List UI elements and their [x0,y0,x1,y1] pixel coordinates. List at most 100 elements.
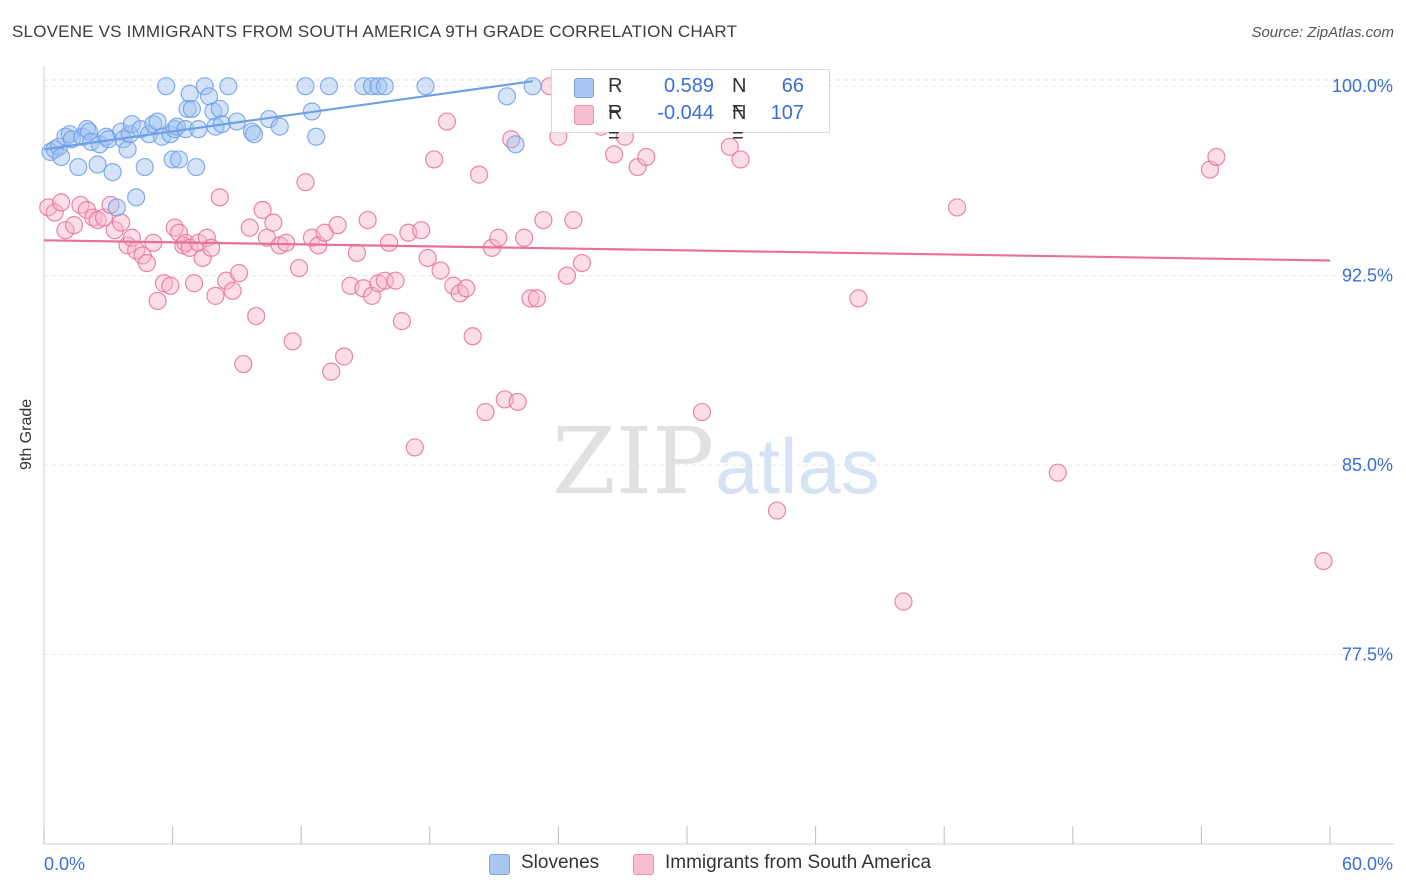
data-point [515,228,534,247]
data-point [469,165,489,184]
data-point [534,210,553,230]
data-point [412,221,431,240]
data-point [418,248,437,268]
data-point [283,332,302,351]
data-point [489,228,508,247]
data-point [157,77,176,96]
data-point [296,77,315,96]
data-point [253,200,272,220]
data-point [692,402,712,422]
data-point [523,77,542,96]
data-point [437,112,457,131]
data-point [64,216,84,235]
legend-n-value: 66 [781,75,804,97]
legend-n-label: N = [732,102,747,147]
series-immigrants-points [39,77,1333,611]
data-point [122,114,141,134]
data-point [184,274,204,293]
data-point [187,157,206,177]
y-tick-label: 100.0% [1332,76,1393,96]
data-point [178,99,197,119]
data-point [720,137,739,156]
data-point [242,122,262,141]
data-point [88,155,107,174]
legend-swatch-slovenes [574,78,594,98]
legend-n-label: N = [732,75,747,120]
data-point [369,77,388,96]
data-point [731,150,750,169]
data-point [386,271,405,290]
data-point [229,264,249,283]
data-point [289,258,309,278]
data-point [148,291,167,311]
legend-r-label: R = [608,102,623,147]
source-credit: Source: ZipAtlas.com [1251,24,1394,41]
data-point [180,84,199,103]
data-point [849,289,868,308]
trend-line [43,239,1331,262]
data-point [521,289,540,308]
y-tick-label: 92.5% [1342,266,1393,286]
data-point [322,362,341,381]
watermark-atlas: atlas [715,422,880,510]
data-point [375,77,394,96]
data-point [206,286,225,305]
x-tick-label-max: 60.0% [1342,854,1393,874]
data-point [210,99,229,119]
data-point [135,157,154,177]
data-point [105,221,124,240]
data-point [476,402,495,422]
data-point [1314,551,1333,571]
data-point [405,438,424,457]
data-point [270,117,289,136]
chart-title: SLOVENE VS IMMIGRANTS FROM SOUTH AMERICA… [12,22,738,41]
watermark-zip: ZIP [552,408,714,515]
data-point [767,501,787,520]
data-point [947,198,967,217]
data-point [894,592,913,611]
data-point [424,150,444,169]
data-point [416,77,435,96]
trend-lines [43,80,1331,262]
data-point [161,276,180,295]
data-point [319,77,339,96]
data-point [112,213,131,232]
data-point [463,327,482,346]
data-point [264,213,283,232]
data-point [572,253,592,273]
data-point [375,271,394,290]
data-point [431,261,450,280]
data-point [392,312,412,331]
data-point [362,77,382,96]
data-point [637,147,656,167]
data-point [219,77,238,96]
data-point [234,354,253,374]
data-point [244,125,264,144]
data-point [1048,463,1067,482]
data-point [379,233,399,252]
bottom-legend-swatch-immigrants [633,854,654,875]
data-point [107,198,126,217]
data-point [62,130,81,149]
y-tick-label: 85.0% [1342,455,1393,475]
tick-labels: 77.5% 85.0% 92.5% 100.0% 0.0% 60.0% [44,76,1393,874]
data-point [103,162,122,182]
data-point [69,157,88,177]
data-point [497,87,517,106]
data-point [527,289,547,308]
data-point [163,150,182,169]
data-point [56,221,75,240]
data-point [210,188,229,207]
data-point [328,216,347,235]
data-point [223,281,242,300]
data-point [52,193,71,212]
data-point [148,112,167,131]
data-point [296,173,315,192]
bottom-legend-swatch-slovenes [489,854,510,875]
data-point [118,140,137,159]
series-slovenes-points [41,77,542,217]
data-point [557,266,577,285]
data-point [358,210,377,230]
data-point [457,279,476,298]
